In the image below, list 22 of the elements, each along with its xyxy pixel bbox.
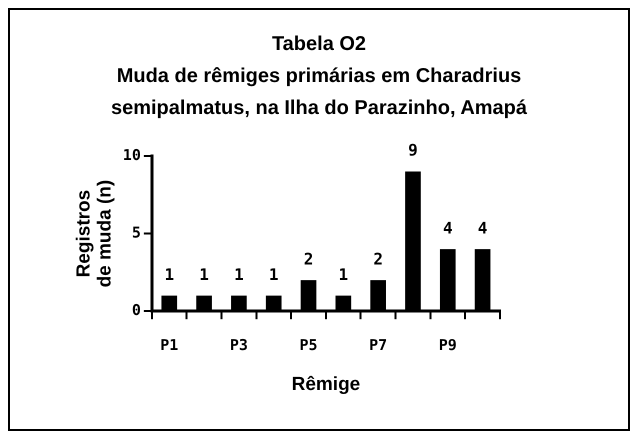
data-label: 1 — [199, 264, 209, 284]
y-tick-label: 10 — [122, 146, 141, 164]
data-label: 1 — [268, 264, 279, 284]
y-axis-title: Registros de muda (n) — [74, 180, 116, 288]
x-axis-title: Rêmige — [292, 374, 360, 395]
x-tick-label: P9 — [438, 336, 457, 354]
x-tick-label: P7 — [369, 336, 388, 354]
data-label: 2 — [304, 249, 314, 268]
data-label: 1 — [234, 264, 244, 284]
chart-subtitle: Muda de rêmiges primárias em Charadrius semipalmatus, na Ilha do Parazinho, Amapá — [110, 64, 528, 121]
x-tick-label: P5 — [299, 336, 318, 354]
x-tick-label: P3 — [230, 336, 248, 354]
data-label: 2 — [373, 249, 383, 268]
y-tick-label: 0 — [132, 301, 141, 320]
data-label: 4 — [442, 218, 453, 238]
data-label: 4 — [478, 218, 488, 238]
y-tick-label: 5 — [132, 223, 141, 242]
data-label: 1 — [338, 264, 348, 284]
chart-title: Tabela O2 — [270, 32, 368, 57]
data-label: 1 — [164, 264, 174, 284]
x-tick-label: P1 — [160, 336, 178, 354]
data-label: 9 — [408, 140, 418, 160]
